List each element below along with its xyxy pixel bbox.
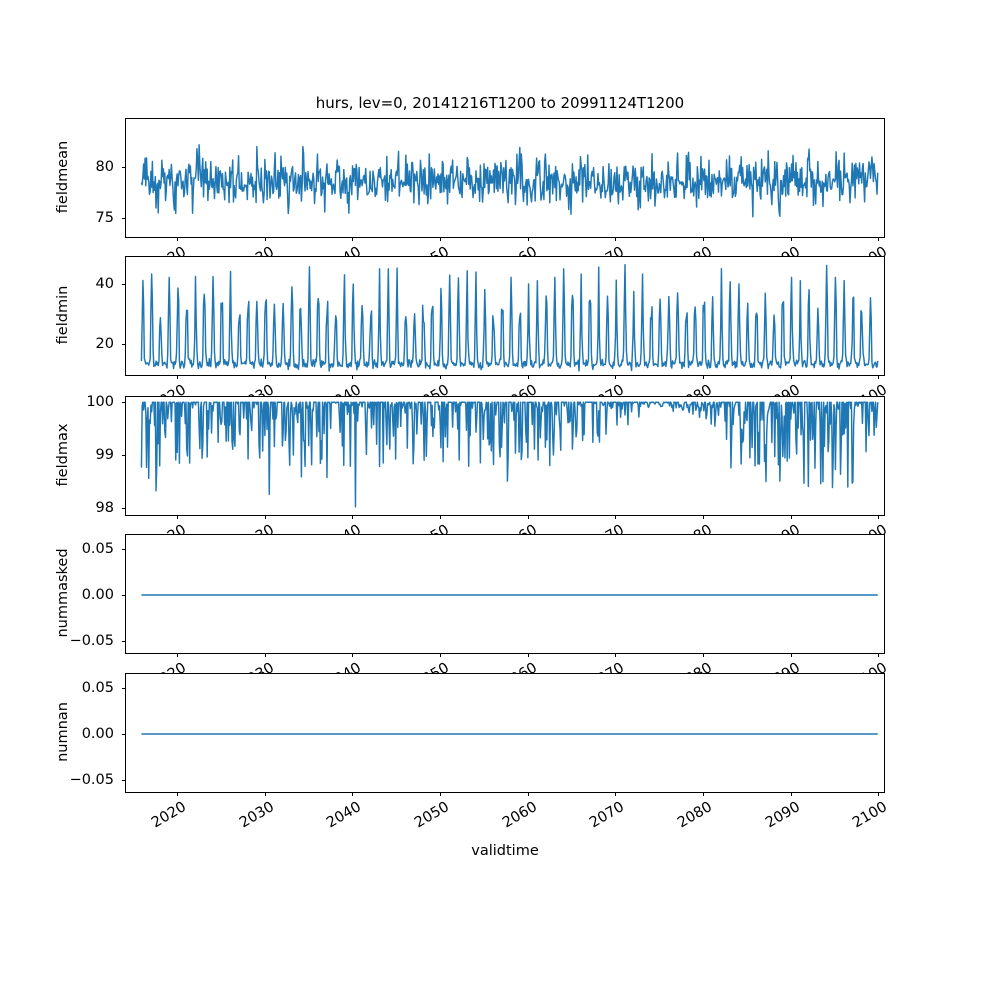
- y-axis-label-numnan: numnan: [55, 702, 71, 762]
- y-tick-label: 75: [95, 210, 114, 227]
- data-line-nummasked: [141, 594, 878, 596]
- y-tick-mark: [122, 284, 126, 286]
- figure-title: hurs, lev=0, 20141216T1200 to 20991124T1…: [315, 94, 685, 112]
- plot-area-fieldmax: [126, 397, 884, 515]
- x-tick-mark: [878, 237, 880, 241]
- x-tick-mark: [352, 237, 354, 241]
- y-tick-mark: [122, 218, 126, 220]
- x-tick-layer: 2020 2030 2040 2050 2060 2070 2080 2090 2100: [126, 792, 890, 838]
- plot-panel-numnan: −0.05 0.00 0.05 numnan 2020 2030 2040 2050 2060 2…: [55, 673, 890, 831]
- y-axis-label-fieldmean: fieldmean: [55, 140, 71, 214]
- x-tick-label: 2020: [148, 799, 189, 832]
- x-tick-label: 2080: [674, 799, 715, 832]
- x-tick-mark: [790, 237, 792, 241]
- data-line-fieldmin: [140, 264, 879, 372]
- x-tick-label: 2040: [324, 799, 365, 832]
- x-tick-label: 2090: [762, 799, 803, 832]
- plot-panel-fieldmin: 2040fieldmin2020203020402050206020702080…: [55, 256, 890, 414]
- x-tick-label: 2050: [411, 799, 452, 832]
- y-tick-label: 20: [95, 336, 114, 352]
- y-tick-label: 0.00: [81, 587, 114, 603]
- plot-panel-fieldmean: 7580fieldmean202020302040205020602070208…: [55, 118, 890, 276]
- y-tick-label: 98: [95, 499, 114, 516]
- x-tick-mark: [527, 237, 529, 241]
- plot-area-fieldmin: [126, 257, 884, 375]
- x-tick-mark: [702, 237, 704, 241]
- y-tick-mark: [122, 454, 126, 456]
- y-tick-mark: [122, 166, 126, 168]
- plot-panel-nummasked: −0.050.000.05nummasked202020302040205020…: [55, 534, 890, 692]
- y-tick-label: −0.05: [69, 772, 114, 789]
- y-tick-mark: [122, 344, 126, 346]
- x-tick-mark: [615, 237, 617, 241]
- plot-area-nummasked: [126, 535, 884, 653]
- y-tick-label: 0.05: [81, 679, 114, 696]
- y-axis-label-nummasked: nummasked: [55, 548, 71, 638]
- y-axis-label-fieldmin: fieldmin: [55, 285, 71, 345]
- y-tick-label: 0.05: [81, 540, 114, 557]
- y-tick-mark: [122, 402, 126, 404]
- plot-area-numnan: [126, 674, 884, 792]
- data-line-numnan: [141, 733, 878, 735]
- y-tick-mark: [122, 687, 126, 689]
- y-tick-label: 80: [95, 158, 114, 175]
- x-axis-label: validtime: [471, 843, 539, 859]
- y-tick-label: 100: [86, 394, 114, 411]
- data-line-fieldmax: [140, 401, 879, 508]
- y-tick-mark: [122, 734, 126, 736]
- y-tick-mark: [122, 507, 126, 509]
- y-tick-mark: [122, 780, 126, 782]
- y-tick-mark: [122, 595, 126, 597]
- y-tick-mark: [122, 641, 126, 643]
- plot-area-fieldmean: [126, 119, 884, 237]
- y-tick-label: 40: [95, 276, 114, 292]
- x-tick-mark: [176, 237, 178, 241]
- y-tick-label: 0.00: [81, 726, 114, 742]
- x-tick-mark: [439, 237, 441, 241]
- x-tick-label: 2060: [499, 799, 540, 832]
- x-tick-mark: [264, 237, 266, 241]
- y-tick-label: 99: [95, 446, 114, 463]
- data-line-fieldmean: [140, 144, 879, 218]
- x-tick-label: 2030: [236, 799, 277, 832]
- y-axis-label-fieldmax: fieldmax: [55, 423, 71, 487]
- y-tick-mark: [122, 548, 126, 550]
- x-tick-label: 2100: [850, 799, 891, 832]
- y-tick-label: −0.05: [69, 633, 114, 650]
- x-tick-label: 2070: [587, 799, 628, 832]
- plot-panel-fieldmax: 9899100fieldmax2020203020402050206020702…: [55, 394, 890, 554]
